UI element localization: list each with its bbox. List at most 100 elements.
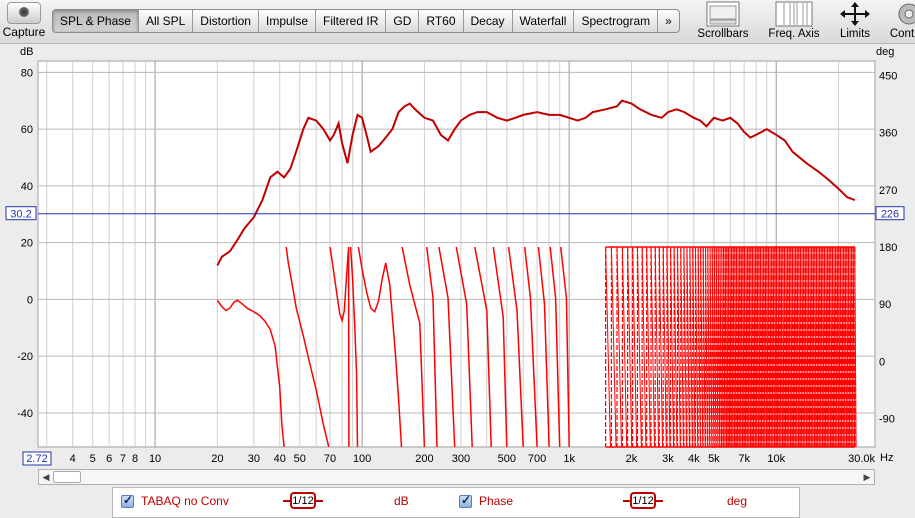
limits-button[interactable]: Limits [832, 0, 878, 44]
phase-wrap-slope [729, 247, 732, 448]
tab-distortion[interactable]: Distortion [193, 10, 259, 32]
tab-spl-phase[interactable]: SPL & Phase [53, 10, 139, 32]
phase-wrap-slope [815, 247, 819, 448]
left-axis-unit: dB [20, 46, 33, 58]
cursor-right-readout: 226 [875, 206, 905, 221]
x-axis-ticks: 2.72 4 5 6 7 8 10 20 30 40 50 70 100 200 300 500 700 1k 2k… [22, 451, 875, 466]
phase-wrap-slope [825, 247, 828, 448]
phase-wrap-slope [662, 247, 667, 448]
freq-axis-button[interactable]: Freq. Axis [762, 0, 826, 44]
phase-wrap-slope [721, 247, 724, 448]
phase-wrap-slope [727, 247, 731, 448]
phase-wrap-slope [686, 247, 690, 448]
tab-rt60[interactable]: RT60 [419, 10, 464, 32]
left-tick-label: 0 [27, 294, 33, 306]
limits-arrows-icon [840, 2, 870, 26]
tab-all-spl[interactable]: All SPL [139, 10, 194, 32]
phase-wrap-slope [782, 247, 785, 448]
capture-button[interactable]: Capture [0, 0, 48, 44]
spl-smoothing-selector[interactable]: 1/12 [283, 491, 323, 511]
chart-area[interactable]: dB deg 80 60 40 20 0 -20 -40 450 360 270 180 90 0 -9… [0, 44, 915, 468]
spl-unit-label: dB [394, 494, 409, 508]
left-tick-label: 60 [21, 124, 33, 136]
phase-wrap-slope [759, 247, 763, 448]
phase-wrap-slope [790, 247, 793, 448]
x-tick-label: 3k [662, 453, 674, 465]
phase-wrap-slope [755, 247, 758, 448]
phase-wrap-slope [793, 247, 796, 448]
controls-button[interactable]: Cont [882, 0, 915, 44]
tab-impulse[interactable]: Impulse [259, 10, 317, 32]
phase-wrap-slope [610, 247, 617, 448]
phase-wrap-slope [742, 247, 745, 448]
phase-wrap-slope [646, 247, 651, 448]
x-tick-label: 200 [415, 453, 433, 465]
phase-wrap-slope [817, 247, 820, 448]
phase-wrap-slope [761, 247, 764, 448]
phase-wrap-slope [775, 247, 779, 448]
phase-wrap-slope [666, 247, 671, 448]
phase-series-line [216, 246, 570, 448]
phase-wrap-slope [799, 247, 803, 448]
tab-decay[interactable]: Decay [464, 10, 513, 32]
phase-wrap-slope [702, 247, 706, 448]
phase-wrap-slope [621, 247, 628, 448]
tab-gd[interactable]: GD [386, 10, 420, 32]
x-tick-label: 70 [324, 453, 336, 465]
scroll-thumb[interactable] [53, 471, 81, 483]
phase-wrap-slope [695, 247, 699, 448]
phase-wrap-slope [822, 247, 825, 448]
phase-wrap-slope [724, 247, 728, 448]
legend-panel: TABAQ no Conv 1/12 dB Phase 1/12 deg [112, 487, 800, 518]
phase-wrap-slope [823, 247, 827, 448]
phase-smoothing-selector[interactable]: 1/12 [623, 491, 663, 511]
phase-wrap-slope [836, 247, 839, 448]
x-tick-label: 700 [528, 453, 546, 465]
phase-wrap-slope [715, 247, 719, 448]
x-tick-label: 10 [149, 453, 161, 465]
x-tick-label: 100 [353, 453, 371, 465]
tab-spectrogram[interactable]: Spectrogram [574, 10, 659, 32]
phase-wrap-slope [851, 247, 854, 448]
phase-wrap-slope [846, 247, 849, 448]
scroll-left-arrow-icon[interactable]: ◀ [42, 472, 50, 482]
scroll-right-arrow-icon[interactable]: ▶ [863, 472, 871, 482]
x-axis-unit: Hz [880, 452, 893, 464]
phase-wrap-slope [707, 247, 711, 448]
horizontal-scrollbar[interactable]: ◀ ▶ [38, 469, 875, 485]
phase-wrap-slope [783, 247, 787, 448]
phase-wrap-slope [632, 247, 638, 448]
phase-wrap-slope [689, 247, 693, 448]
legend-item-phase[interactable]: Phase [459, 493, 513, 509]
spl-series-line [216, 99, 856, 266]
tab-waterfall[interactable]: Waterfall [513, 10, 575, 32]
phase-wrap-slope [814, 247, 817, 448]
phase-wrap-slope [806, 247, 809, 448]
right-tick-label: 450 [879, 71, 897, 83]
legend-item-spl[interactable]: TABAQ no Conv [121, 493, 229, 509]
phase-wrap-slope [750, 247, 753, 448]
x-tick-label: 500 [498, 453, 516, 465]
phase-wrap-slope [819, 247, 822, 448]
x-tick-label: 8 [132, 453, 138, 465]
tab-filtered-ir[interactable]: Filtered IR [316, 10, 387, 32]
x-tick-label: 40 [274, 453, 286, 465]
x-tick-label: 4k [688, 453, 700, 465]
spl-visible-checkbox[interactable] [121, 493, 134, 508]
phase-wrap-slope [791, 247, 795, 448]
x-tick-label: 7k [738, 453, 750, 465]
phase-wrap-slope [788, 247, 791, 448]
more-tabs-button[interactable]: » [665, 14, 672, 28]
phase-wrap-slope [726, 247, 729, 448]
cursor-right-value: 226 [881, 209, 899, 221]
right-axis-ticks: 450 360 270 180 90 0 -90 [879, 71, 897, 426]
left-tick-label: 40 [21, 181, 33, 193]
phase-wrap-slope [723, 247, 726, 448]
spl-smoothing-value: 1/12 [290, 492, 316, 509]
phase-wrap-slope [753, 247, 756, 448]
x-tick-label: 30 [248, 453, 260, 465]
scrollbars-button[interactable]: Scrollbars [692, 0, 754, 44]
phase-visible-checkbox[interactable] [459, 493, 472, 508]
phase-wrap-slope [827, 247, 830, 448]
